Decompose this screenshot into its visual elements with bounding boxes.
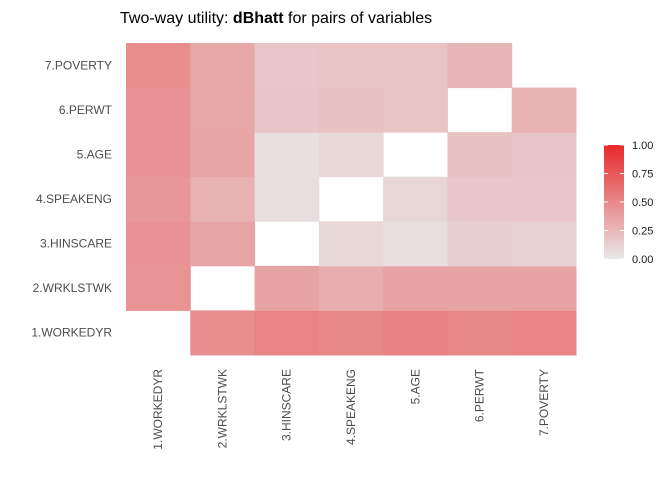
x-tick-label: 3.HINSCARE xyxy=(280,369,294,441)
heatmap-cell-1-workedyr-4-speakeng xyxy=(126,176,191,222)
y-tick-label: 5.AGE xyxy=(77,147,112,161)
heatmap-cell-4-speakeng-6-perwt xyxy=(318,87,384,133)
heatmap-cell-6-perwt-4-speakeng xyxy=(447,176,513,222)
heatmap-cell-6-perwt-2-wrklstwk xyxy=(447,265,513,311)
heatmap-cell-7-poverty-2-wrklstwk xyxy=(511,265,577,311)
heatmap-cell-3-hinscare-5-age xyxy=(254,132,320,178)
legend-colorbar xyxy=(604,145,624,259)
heatmap-cell-1-workedyr-7-poverty xyxy=(126,43,191,89)
x-tick-label: 2.WRKLSTWK xyxy=(215,369,229,448)
heatmap-cell-6-perwt-7-poverty xyxy=(447,43,513,89)
legend-tick-label: 0.75 xyxy=(632,169,653,181)
heatmap-cell-6-perwt-3-hinscare xyxy=(447,221,513,267)
legend-tick-label: 0.00 xyxy=(632,254,653,266)
y-tick-label: 7.POVERTY xyxy=(45,58,112,72)
heatmap-cell-3-hinscare-6-perwt xyxy=(254,87,320,133)
heatmap-cell-2-wrklstwk-3-hinscare xyxy=(190,221,256,267)
heatmap-cell-2-wrklstwk-5-age xyxy=(190,132,256,178)
heatmap-cell-4-speakeng-7-poverty xyxy=(318,43,384,89)
heatmap-cell-7-poverty-4-speakeng xyxy=(511,176,577,222)
legend-tick-label: 0.50 xyxy=(632,197,653,209)
heatmap-cell-2-wrklstwk-4-speakeng xyxy=(190,176,256,222)
color-legend: 1.00 0.75 0.50 0.25 0.00 xyxy=(604,140,653,266)
heatmap-cell-3-hinscare-2-wrklstwk xyxy=(254,265,320,311)
heatmap-cell-6-perwt-5-age xyxy=(447,132,513,178)
heatmap-cell-4-speakeng-5-age xyxy=(318,132,384,178)
y-axis-labels: 1.WORKEDYR 2.WRKLSTWK 3.HINSCARE 4.SPEAKENG… xyxy=(31,58,112,339)
heatmap-cells xyxy=(126,43,577,356)
title-metric: dBhatt xyxy=(233,10,284,27)
heatmap-cell-7-poverty-6-perwt xyxy=(511,87,577,133)
heatmap-cell-3-hinscare-4-speakeng xyxy=(254,176,320,222)
heatmap-cell-4-speakeng-3-hinscare xyxy=(318,221,384,267)
x-tick-label: 7.POVERTY xyxy=(537,369,551,436)
legend-tick-label: 1.00 xyxy=(632,140,653,152)
heatmap-cell-5-age-2-wrklstwk xyxy=(383,265,448,311)
heatmap-cell-4-speakeng-2-wrklstwk xyxy=(318,265,384,311)
y-tick-label: 2.WRKLSTWK xyxy=(33,281,112,295)
legend-tick-label: 0.25 xyxy=(632,226,653,238)
y-tick-label: 4.SPEAKENG xyxy=(36,192,112,206)
heatmap-cell-5-age-7-poverty xyxy=(383,43,448,89)
title-prefix: Two-way utility: xyxy=(120,10,233,27)
heatmap-cell-7-poverty-3-hinscare xyxy=(511,221,577,267)
heatmap-cell-1-workedyr-5-age xyxy=(126,132,191,178)
x-tick-label: 4.SPEAKENG xyxy=(344,369,358,445)
x-axis-labels: 1.WORKEDYR 2.WRKLSTWK 3.HINSCARE 4.SPEAKENG… xyxy=(151,368,551,449)
heatmap-cell-3-hinscare-1-workedyr xyxy=(254,310,320,356)
x-tick-label: 1.WORKEDYR xyxy=(151,369,165,450)
heatmap-cell-5-age-6-perwt xyxy=(383,87,448,133)
heatmap-cell-4-speakeng-1-workedyr xyxy=(318,310,384,356)
title-suffix: for pairs of variables xyxy=(284,10,433,27)
heatmap-cell-7-poverty-5-age xyxy=(511,132,577,178)
heatmap-cell-5-age-3-hinscare xyxy=(383,221,448,267)
x-tick-label: 6.PERWT xyxy=(473,368,487,422)
chart-title: Two-way utility: dBhatt for pairs of var… xyxy=(120,10,432,27)
heatmap-cell-2-wrklstwk-6-perwt xyxy=(190,87,256,133)
heatmap-cell-1-workedyr-6-perwt xyxy=(126,87,191,133)
heatmap-cell-6-perwt-1-workedyr xyxy=(447,310,513,356)
heatmap-cell-7-poverty-1-workedyr xyxy=(511,310,577,356)
y-tick-label: 3.HINSCARE xyxy=(40,237,112,251)
heatmap-cell-2-wrklstwk-7-poverty xyxy=(190,43,256,89)
heatmap-cell-5-age-4-speakeng xyxy=(383,176,448,222)
heatmap-cell-2-wrklstwk-1-workedyr xyxy=(190,310,256,356)
heatmap-cell-1-workedyr-2-wrklstwk xyxy=(126,265,191,311)
heatmap-cell-5-age-1-workedyr xyxy=(383,310,448,356)
heatmap-cell-1-workedyr-3-hinscare xyxy=(126,221,191,267)
heatmap-cell-3-hinscare-7-poverty xyxy=(254,43,320,89)
y-tick-label: 1.WORKEDYR xyxy=(31,326,112,340)
y-tick-label: 6.PERWT xyxy=(59,103,113,117)
x-tick-label: 5.AGE xyxy=(408,369,422,404)
